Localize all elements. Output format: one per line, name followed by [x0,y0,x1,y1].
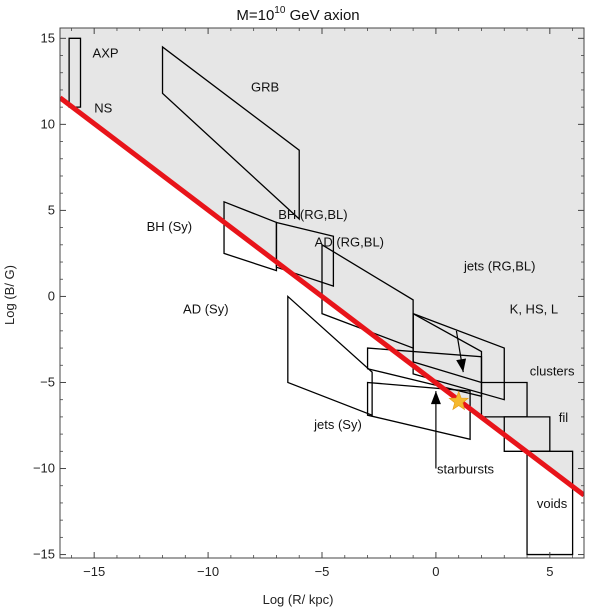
region-outline-6 [287,294,373,417]
region-label-6: AD (Sy) [183,302,229,317]
region-outline-13 [526,450,574,556]
region-label-13: voids [537,496,568,511]
y-tick-label-5: 10 [41,116,55,131]
y-tick-label-4: 5 [48,202,55,217]
region-label-3: BH (Sy) [147,219,193,234]
region-label-10: starbursts [437,462,495,477]
region-label-12: fil [559,410,569,425]
region-label-7: jets (RG,BL) [463,259,536,274]
axes: −15 −10 −5 0 5 −15 −10 −5 0 5 10 15 [33,27,585,579]
region-label-5: AD (RG,BL) [315,235,384,250]
region-outline-9 [366,381,471,441]
region-outline-8 [412,312,505,401]
plot-content [60,28,584,556]
region-outline-4 [275,221,335,288]
x-tick-label-3: 0 [432,564,439,579]
y-tick-label-0: −15 [33,547,55,562]
x-tick-label-0: −15 [83,564,105,579]
y-tick-label-6: 15 [41,30,55,45]
star-marker [448,390,470,411]
region-label-11: clusters [530,364,575,379]
y-tick-label-1: −10 [33,461,55,476]
y-axis-label: Log (B/ G) [2,265,17,325]
y-tick-label-3: 0 [48,288,55,303]
region-outline-0 [68,37,82,108]
region-outline-2 [161,45,300,221]
y-tick-label-2: −5 [40,374,55,389]
region-label-1: NS [94,100,112,115]
region-label-9: jets (Sy) [313,417,362,432]
region-label-2: GRB [251,80,279,95]
arrow-head-0 [456,358,467,373]
x-tick-label-1: −10 [197,564,219,579]
bound-line [60,95,584,498]
x-tick-label-2: −5 [315,564,330,579]
chart-title-suffix: GeV axion [285,7,359,24]
region-label-4: BH (RG,BL) [278,207,347,222]
x-axis-label: Log (R/ kpc) [263,592,334,607]
region-outline-3 [223,200,278,272]
chart-title-sup: 10 [274,5,286,16]
region-label-0: AXP [93,45,119,60]
region-label-8: K, HS, L [510,302,558,317]
plot-area: AXP NS GRB BH (Sy) BH (RG,BL) AD (RG,BL) AD (S… [60,28,584,556]
chart-title-main: M=10 [236,7,274,24]
arrow-head-1 [430,391,441,405]
chart-title: M=1010 GeV axion [236,5,359,24]
x-tick-label-4: 5 [546,564,553,579]
